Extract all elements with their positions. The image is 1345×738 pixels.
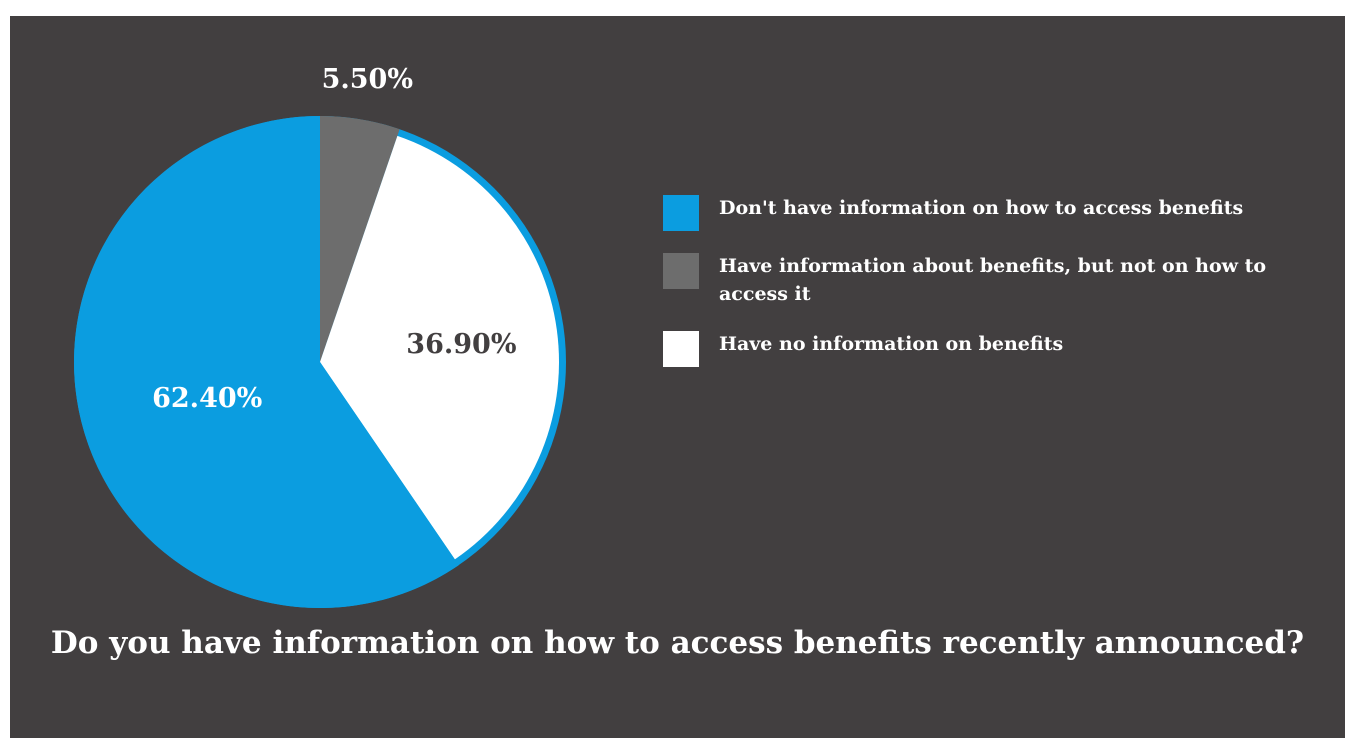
slice-info-not-access bbox=[320, 115, 400, 362]
legend-swatch-blue bbox=[663, 195, 699, 231]
legend-swatch-gray bbox=[663, 253, 699, 289]
legend-label: Don't have information on how to access … bbox=[719, 197, 1244, 219]
legend-label: Have information about benefits, but not… bbox=[719, 255, 1267, 305]
slice-label-no-access-info: 62.40% bbox=[152, 383, 262, 414]
legend-item-no-info: Have no information on benefits bbox=[663, 330, 1333, 367]
slice-label-info-not-access: 5.50% bbox=[322, 64, 413, 95]
slice-label-no-info: 36.90% bbox=[406, 329, 516, 360]
legend-item-no-access-info: Don't have information on how to access … bbox=[663, 194, 1333, 231]
chart-title: Do you have information on how to access… bbox=[50, 625, 1305, 661]
chart-legend: Don't have information on how to access … bbox=[663, 194, 1333, 388]
slice-no-access-info bbox=[74, 116, 459, 609]
legend-item-info-not-access: Have information about benefits, but not… bbox=[663, 252, 1333, 308]
legend-label: Have no information on benefits bbox=[719, 333, 1064, 355]
slice-no-info bbox=[320, 135, 560, 560]
legend-swatch-white bbox=[663, 331, 699, 367]
